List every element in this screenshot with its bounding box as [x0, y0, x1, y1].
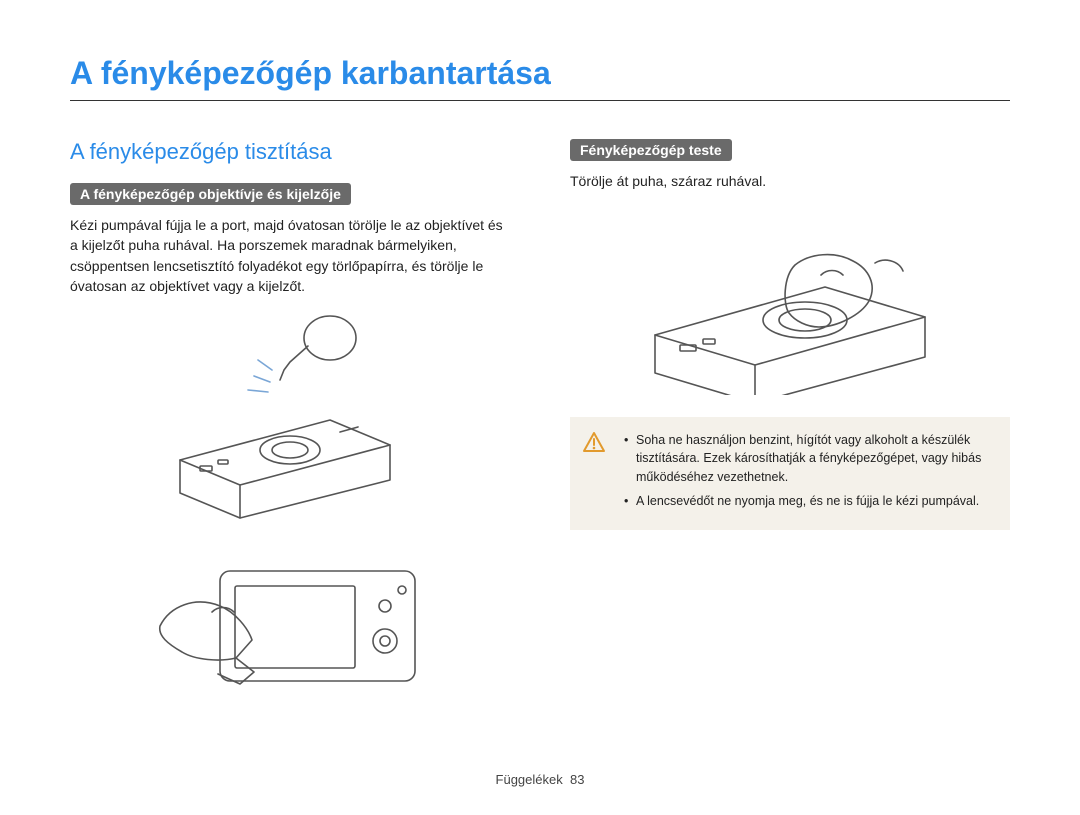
illustration-blower — [70, 310, 510, 520]
warning-icon — [582, 431, 606, 455]
warning-list: Soha ne használjon benzint, hígítót vagy… — [620, 431, 996, 510]
illustration-wipe-body — [570, 205, 1010, 395]
illustration-wipe-lcd — [70, 536, 510, 706]
footer-page-number: 83 — [570, 772, 584, 787]
footer-section: Függelékek — [496, 772, 563, 787]
section-label-lens-display: A fényképezőgép objektívje és kijelzője — [70, 183, 351, 205]
two-column-layout: A fényképezőgép tisztítása A fényképezőg… — [70, 139, 1010, 722]
page-footer: Függelékek 83 — [0, 772, 1080, 787]
body-instructions: Törölje át puha, száraz ruhával. — [570, 171, 1010, 191]
lens-display-instructions: Kézi pumpával fújja le a port, majd óvat… — [70, 215, 510, 296]
section-subtitle: A fényképezőgép tisztítása — [70, 139, 510, 165]
warning-item: A lencsevédőt ne nyomja meg, és ne is fú… — [624, 492, 996, 510]
right-column: Fényképezőgép teste Törölje át puha, szá… — [570, 139, 1010, 722]
left-column: A fényképezőgép tisztítása A fényképezőg… — [70, 139, 510, 722]
warning-item: Soha ne használjon benzint, hígítót vagy… — [624, 431, 996, 485]
section-label-body: Fényképezőgép teste — [570, 139, 732, 161]
warning-box: Soha ne használjon benzint, hígítót vagy… — [570, 417, 1010, 530]
page-title: A fényképezőgép karbantartása — [70, 55, 1010, 101]
